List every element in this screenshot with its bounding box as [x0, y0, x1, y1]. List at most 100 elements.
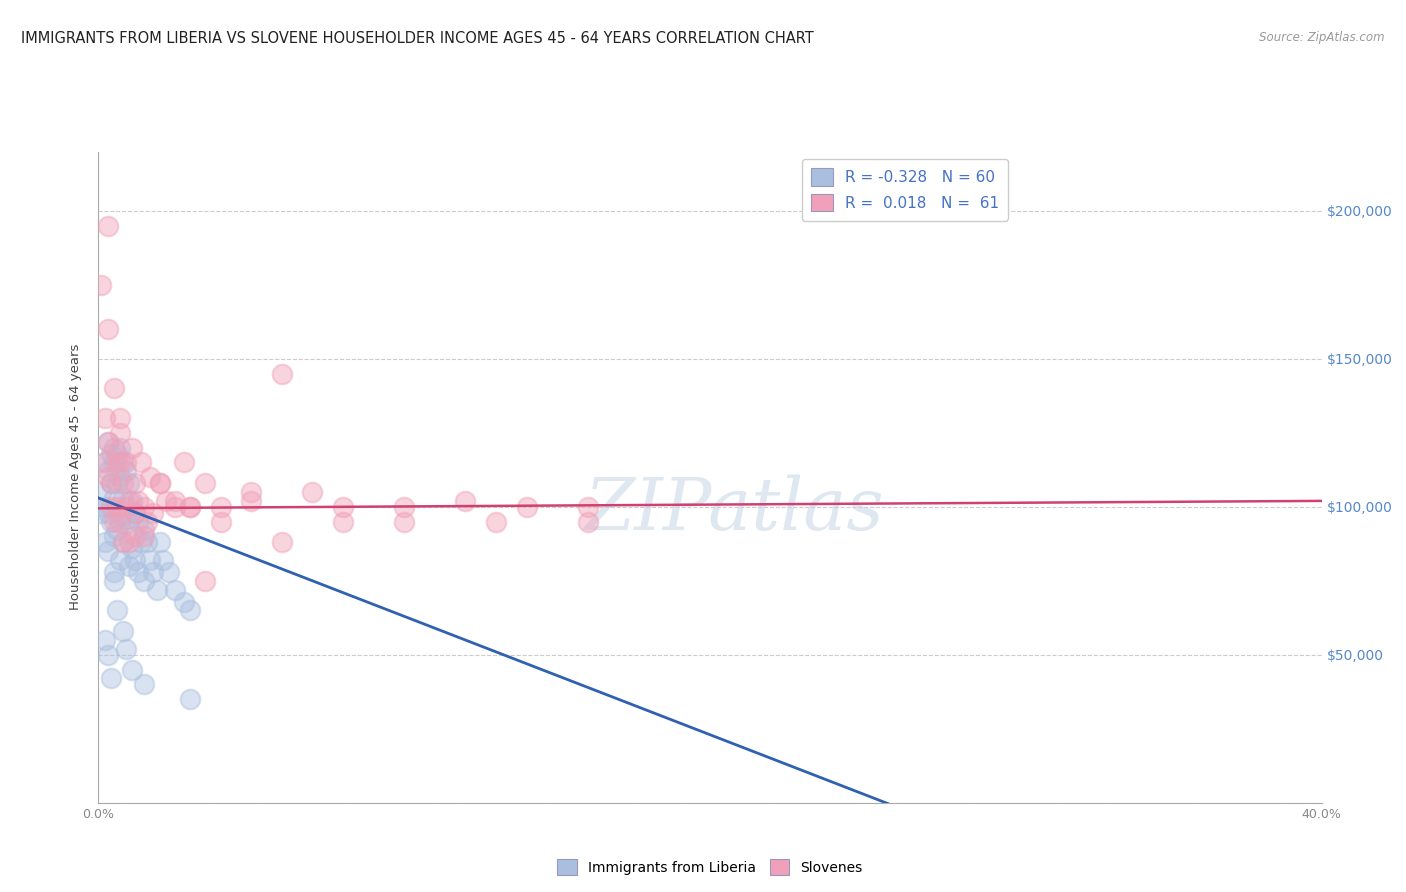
Point [124, 506, 146, 520]
Point [240, 485, 263, 500]
Point [108, 441, 131, 455]
Point [179, 500, 201, 514]
Point [576, 515, 599, 529]
Point [93, 455, 115, 469]
Point [108, 455, 131, 469]
Point [179, 500, 201, 514]
Point [97, 219, 120, 233]
Point [97, 470, 120, 484]
Point [100, 446, 122, 460]
Point [127, 515, 149, 529]
Point [105, 603, 128, 617]
Point [173, 594, 195, 608]
Point [301, 485, 323, 500]
Point [100, 672, 122, 686]
Point [115, 500, 138, 514]
Point [118, 476, 141, 491]
Point [139, 553, 162, 567]
Point [149, 476, 172, 491]
Point [105, 446, 128, 460]
Text: IMMIGRANTS FROM LIBERIA VS SLOVENE HOUSEHOLDER INCOME AGES 45 - 64 YEARS CORRELA: IMMIGRANTS FROM LIBERIA VS SLOVENE HOUSE… [21, 31, 814, 46]
Point [134, 574, 156, 588]
Point [209, 515, 232, 529]
Point [136, 515, 159, 529]
Point [103, 515, 125, 529]
Point [454, 494, 477, 508]
Point [97, 322, 120, 336]
Point [97, 434, 120, 449]
Point [108, 515, 131, 529]
Point [115, 464, 138, 478]
Point [108, 425, 131, 440]
Point [209, 500, 232, 514]
Point [136, 535, 159, 549]
Point [149, 476, 172, 491]
Point [152, 553, 174, 567]
Point [124, 506, 146, 520]
Point [105, 455, 128, 469]
Point [90, 506, 112, 520]
Point [90, 277, 112, 292]
Point [129, 455, 152, 469]
Point [332, 500, 354, 514]
Point [157, 565, 180, 579]
Point [111, 535, 134, 549]
Point [194, 476, 217, 491]
Point [392, 515, 416, 529]
Point [111, 624, 134, 639]
Point [134, 677, 156, 691]
Point [97, 544, 120, 558]
Point [129, 535, 152, 549]
Point [93, 411, 115, 425]
Point [93, 633, 115, 648]
Point [270, 367, 292, 381]
Point [149, 535, 172, 549]
Point [392, 500, 416, 514]
Point [118, 535, 141, 549]
Point [108, 470, 131, 484]
Point [115, 511, 138, 525]
Point [100, 500, 122, 514]
Point [145, 582, 167, 597]
Point [97, 434, 120, 449]
Point [124, 529, 146, 543]
Point [111, 491, 134, 505]
Point [115, 455, 138, 469]
Point [142, 565, 165, 579]
Point [108, 553, 131, 567]
Point [103, 491, 125, 505]
Point [105, 476, 128, 491]
Point [105, 500, 128, 514]
Point [121, 441, 143, 455]
Point [179, 603, 201, 617]
Point [108, 411, 131, 425]
Point [100, 476, 122, 491]
Point [155, 494, 177, 508]
Point [103, 455, 125, 469]
Point [163, 500, 186, 514]
Point [240, 494, 263, 508]
Point [103, 574, 125, 588]
Point [127, 565, 149, 579]
Point [93, 535, 115, 549]
Point [485, 515, 508, 529]
Point [194, 574, 217, 588]
Point [118, 559, 141, 574]
Point [103, 381, 125, 395]
Point [121, 494, 143, 508]
Point [100, 476, 122, 491]
Point [90, 485, 112, 500]
Point [115, 641, 138, 656]
Point [105, 524, 128, 538]
Point [163, 582, 186, 597]
Point [142, 506, 165, 520]
Point [103, 565, 125, 579]
Point [134, 524, 156, 538]
Point [111, 455, 134, 469]
Point [332, 515, 354, 529]
Point [139, 470, 162, 484]
Point [121, 541, 143, 556]
Point [163, 494, 186, 508]
Point [516, 500, 538, 514]
Point [124, 553, 146, 567]
